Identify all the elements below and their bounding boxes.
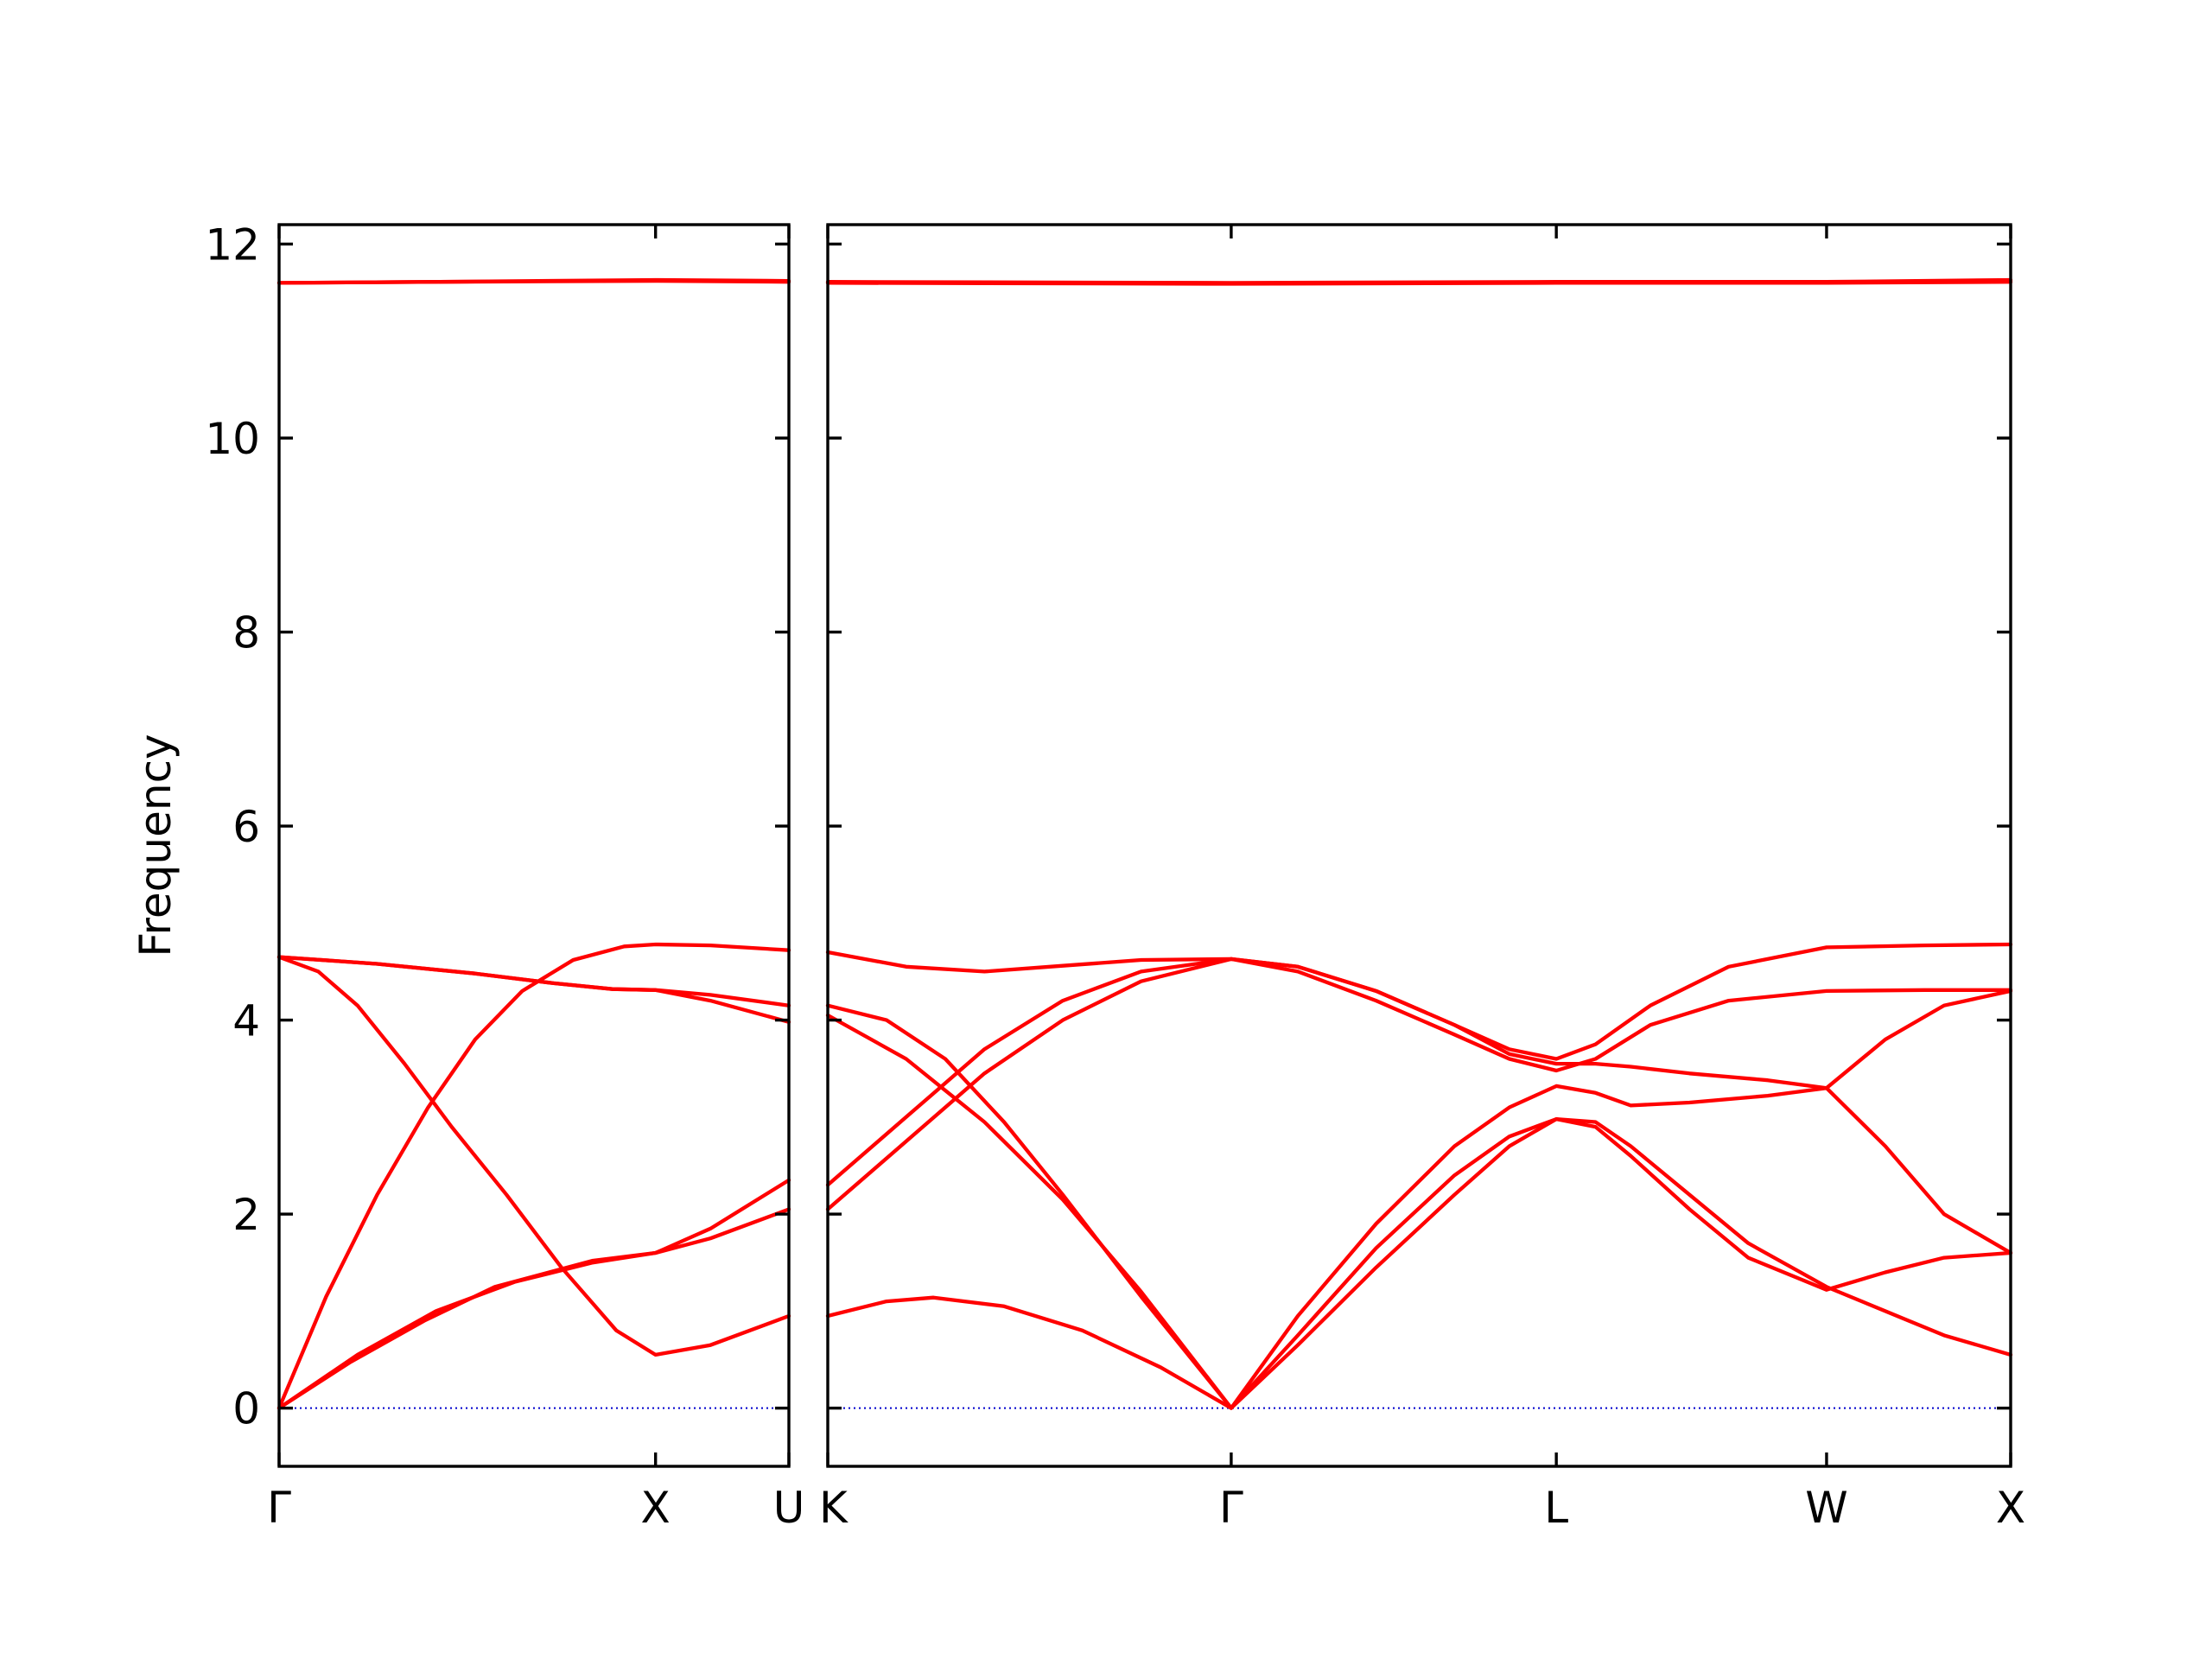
- panel-frame: [277, 223, 791, 1468]
- x-tick-label: W: [1805, 1483, 1847, 1533]
- y-tick-label: 8: [232, 608, 260, 658]
- x-tick-label: U: [773, 1483, 805, 1533]
- x-tick-label: K: [819, 1483, 849, 1533]
- band-line-1: [825, 1116, 2013, 1410]
- x-tick-label: Γ: [267, 1483, 291, 1533]
- y-tick-label: 12: [205, 219, 260, 270]
- y-tick-label: 0: [232, 1384, 260, 1434]
- band-line-3: [276, 942, 791, 1410]
- band-line-5: [825, 957, 2013, 1187]
- band-line-2: [276, 955, 791, 1357]
- band-line-6: [825, 942, 2013, 1061]
- y-tick-label: 10: [205, 414, 260, 464]
- x-tick-label: L: [1544, 1483, 1568, 1533]
- band-line-2: [825, 1013, 2013, 1410]
- band-line-4: [825, 957, 2013, 1211]
- panel-frame: [826, 223, 2012, 1468]
- y-axis-label: Frequency: [130, 734, 181, 957]
- band-line-8: [825, 280, 2013, 286]
- x-tick-label: X: [1996, 1483, 2025, 1533]
- y-tick-label: 6: [232, 802, 260, 852]
- band-line-6: [276, 1178, 791, 1410]
- band-line-3: [825, 1003, 2013, 1410]
- band-line-8: [276, 278, 791, 285]
- y-tick-label: 2: [232, 1190, 260, 1240]
- panels-layer: 0 2 4 6 8 10 12 Γ X U K Γ L W X: [205, 219, 2025, 1533]
- y-tick-label: 4: [232, 996, 260, 1046]
- x-tick-label: Γ: [1219, 1483, 1243, 1533]
- band-line-5: [276, 955, 791, 1024]
- panel-1: 0 2 4 6 8 10 12 Γ X U: [205, 219, 804, 1533]
- x-tick-label: X: [641, 1483, 671, 1533]
